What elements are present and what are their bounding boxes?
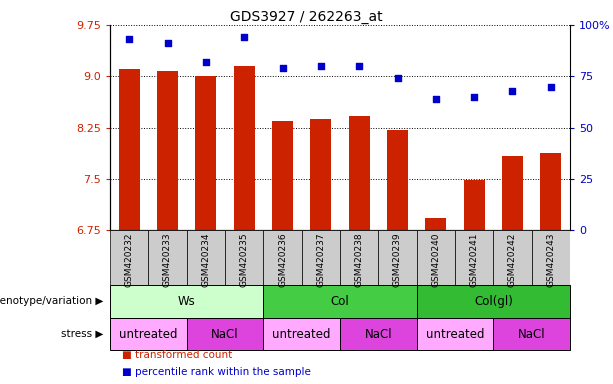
Bar [302, 230, 340, 285]
Bar [110, 230, 148, 285]
Bar [264, 230, 302, 285]
Bar [234, 66, 255, 230]
Text: NaCl: NaCl [365, 328, 392, 341]
Text: Col: Col [330, 295, 349, 308]
Text: NaCl: NaCl [518, 328, 546, 341]
Bar [340, 230, 378, 285]
Point [431, 96, 441, 102]
Text: GSM420233: GSM420233 [163, 233, 172, 287]
Text: GSM420235: GSM420235 [240, 233, 249, 287]
Text: GSM420243: GSM420243 [546, 233, 555, 287]
Bar [187, 230, 225, 285]
Text: GSM420238: GSM420238 [355, 233, 364, 287]
Text: GSM420240: GSM420240 [432, 233, 440, 287]
Point [278, 65, 287, 71]
Bar [387, 129, 408, 230]
Text: NaCl: NaCl [211, 328, 239, 341]
Point [354, 63, 364, 69]
Text: GSM420239: GSM420239 [393, 233, 402, 287]
Bar [148, 230, 187, 285]
Point [470, 94, 479, 100]
Point [124, 36, 134, 42]
Bar [349, 116, 370, 230]
Bar [187, 318, 264, 350]
Bar [378, 230, 417, 285]
Bar [425, 218, 446, 230]
Text: GSM420236: GSM420236 [278, 233, 287, 287]
Text: Col(gl): Col(gl) [474, 295, 512, 308]
Text: GSM420234: GSM420234 [201, 233, 210, 287]
Text: GSM420242: GSM420242 [508, 233, 517, 287]
Bar [272, 121, 293, 230]
Text: stress ▶: stress ▶ [61, 329, 104, 339]
Text: ■ transformed count: ■ transformed count [122, 350, 232, 360]
Text: genotype/variation ▶: genotype/variation ▶ [0, 296, 104, 306]
Text: Ws: Ws [178, 295, 196, 308]
Bar [417, 230, 455, 285]
Bar [455, 230, 493, 285]
Bar [196, 76, 216, 230]
Bar [119, 70, 140, 230]
Point [201, 59, 211, 65]
Bar [264, 318, 340, 350]
Text: untreated: untreated [119, 328, 178, 341]
Bar [493, 318, 570, 350]
Point [316, 63, 326, 69]
Point [508, 88, 517, 94]
Bar [493, 230, 531, 285]
Point [546, 83, 556, 89]
Bar [310, 119, 332, 230]
Point [392, 75, 402, 81]
Bar [157, 71, 178, 230]
Point [162, 40, 172, 46]
Bar [264, 285, 417, 318]
Bar [110, 285, 264, 318]
Text: ■ percentile rank within the sample: ■ percentile rank within the sample [122, 367, 311, 377]
Text: untreated: untreated [426, 328, 484, 341]
Bar [417, 318, 493, 350]
Text: GSM420241: GSM420241 [470, 233, 479, 287]
Bar [340, 318, 417, 350]
Point [239, 34, 249, 40]
Text: GSM420232: GSM420232 [124, 233, 134, 287]
Bar [110, 318, 187, 350]
Text: GSM420237: GSM420237 [316, 233, 326, 287]
Bar [502, 156, 523, 230]
Bar [540, 153, 562, 230]
Text: GDS3927 / 262263_at: GDS3927 / 262263_at [230, 10, 383, 23]
Bar [531, 230, 570, 285]
Bar [463, 180, 485, 230]
Bar [225, 230, 264, 285]
Text: untreated: untreated [272, 328, 331, 341]
Bar [417, 285, 570, 318]
